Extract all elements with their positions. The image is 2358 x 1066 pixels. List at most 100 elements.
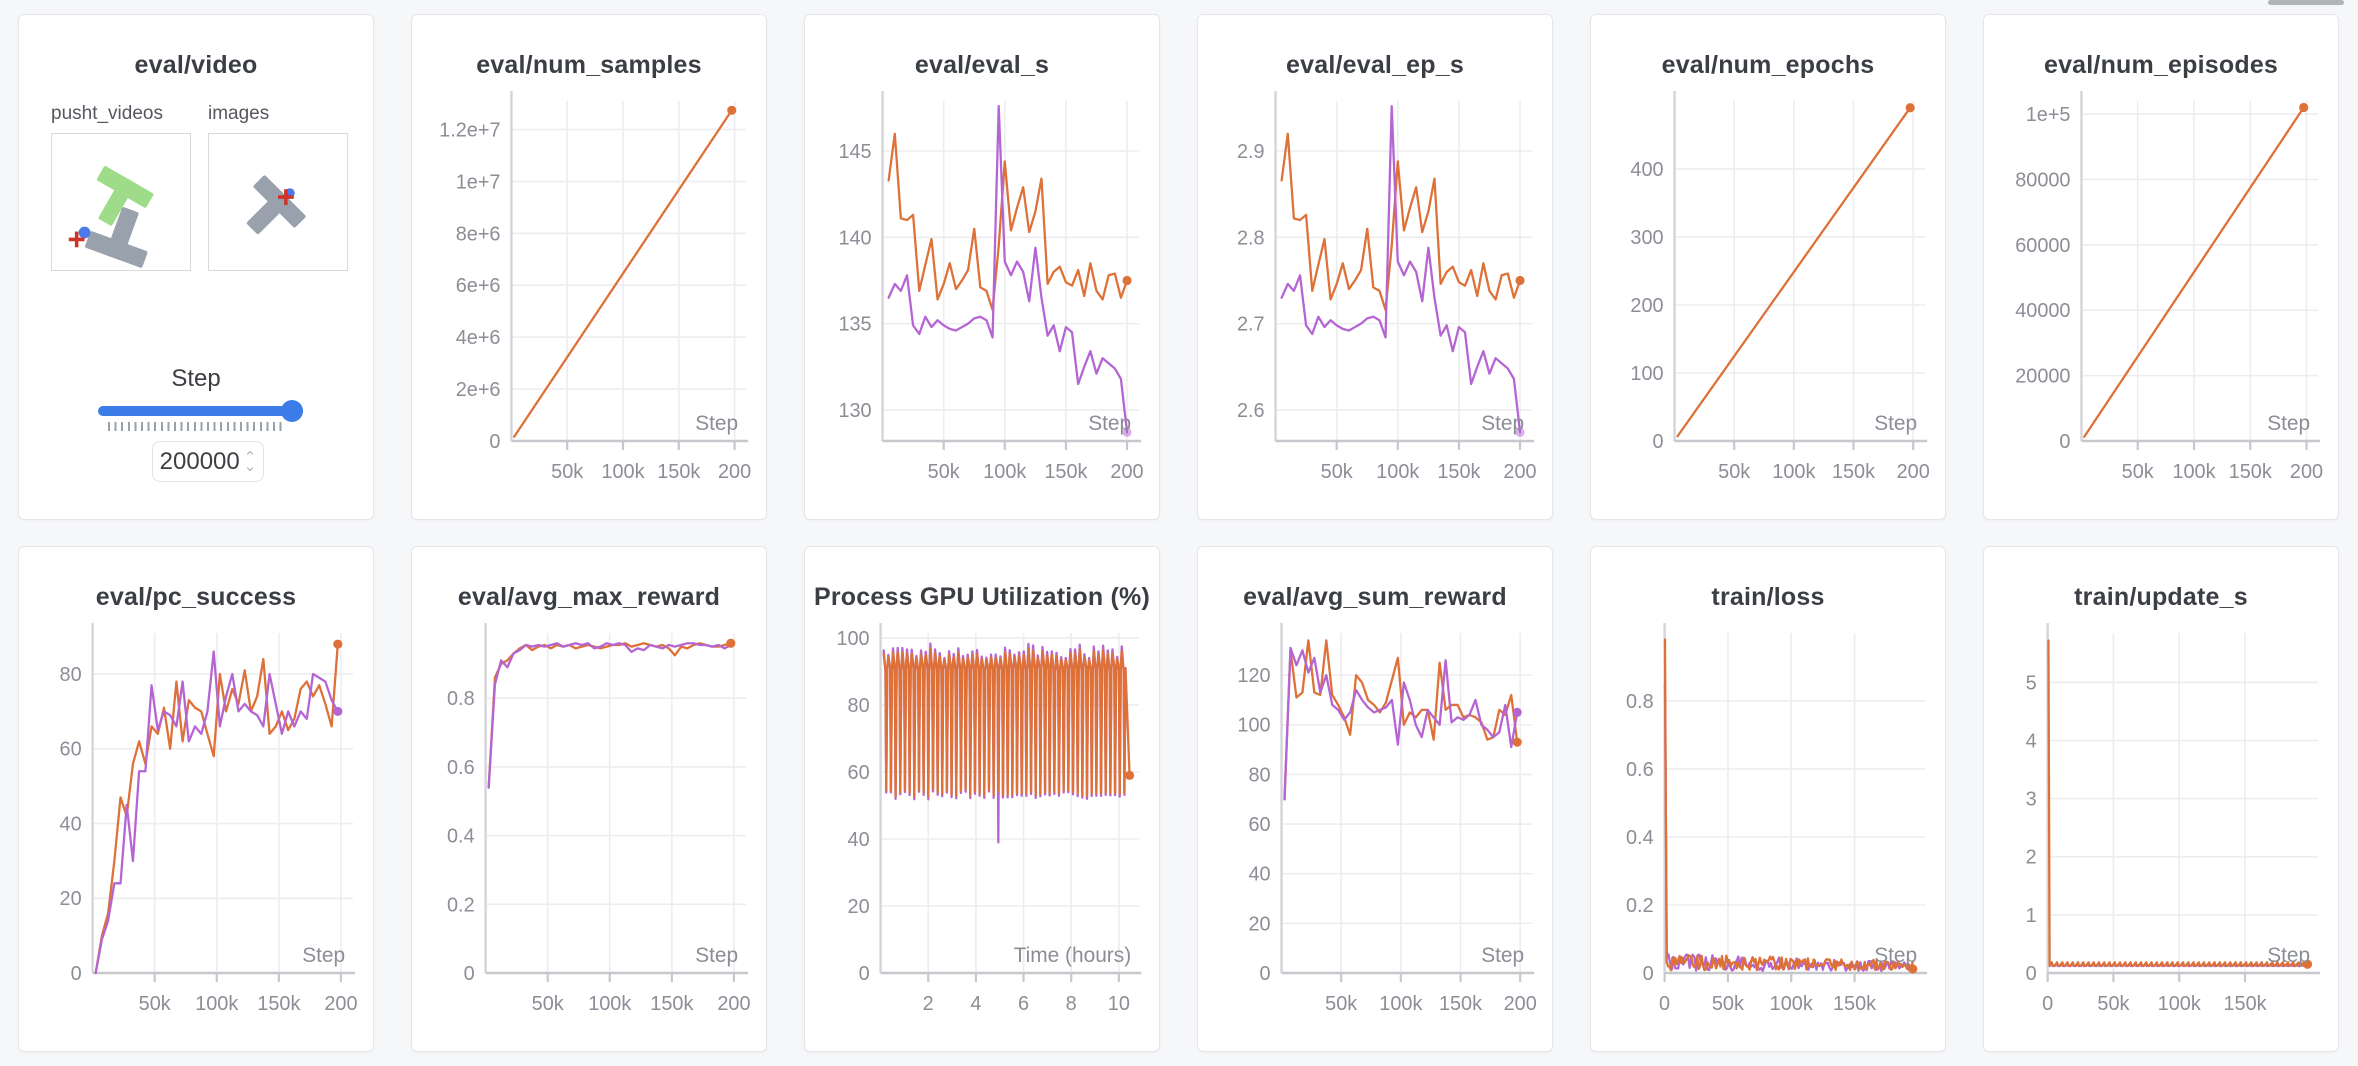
chart-title: train/loss <box>1711 583 1825 611</box>
svg-text:4: 4 <box>2026 730 2037 752</box>
series-endpoint-dot <box>1122 427 1132 437</box>
stepper-arrows[interactable]: ⌃ ⌄ <box>243 448 257 475</box>
axes <box>510 90 749 450</box>
svg-text:0: 0 <box>1659 993 1670 1015</box>
x-axis-label: Step <box>1874 412 1917 435</box>
images-scene-image <box>246 175 306 235</box>
axes <box>881 90 1142 450</box>
series-endpoint-dot <box>2302 959 2313 969</box>
chart-canvas[interactable]: 0 20 40 60 80 100 120 50k 100k 150k 200 Step <box>1198 547 1552 1051</box>
tick-labels: 0 20 40 60 80 100 120 50k 100k 150k 200 <box>1237 665 1536 1015</box>
chart-title: eval/eval_ep_s <box>1286 51 1464 79</box>
step-input[interactable]: 200000 ⌃ ⌄ <box>152 441 264 482</box>
series-endpoint-dot <box>726 638 736 648</box>
tick-labels: 130 135 140 145 50k 100k 150k 200 <box>838 141 1143 483</box>
chart-canvas[interactable]: 0 20000 40000 60000 80000 1e+5 50k 100k 150k 200 S… <box>1984 15 2338 519</box>
scrollbar-thumb[interactable] <box>2268 0 2344 5</box>
svg-text:100: 100 <box>1630 363 1663 385</box>
svg-text:200: 200 <box>717 993 750 1015</box>
chart-canvas[interactable]: 0 20 40 60 80 50k 100k 150k 200 Step <box>19 547 373 1051</box>
series-line-orange <box>487 642 732 789</box>
svg-text:0.4: 0.4 <box>447 826 475 848</box>
step-slider-handle[interactable] <box>281 400 303 422</box>
svg-text:40: 40 <box>848 829 870 851</box>
axes <box>1673 90 1928 450</box>
axes <box>879 622 1142 982</box>
svg-text:150k: 150k <box>1833 993 1876 1015</box>
svg-text:60: 60 <box>1248 814 1270 836</box>
series-endpoint-dot <box>2299 102 2309 113</box>
gridlines <box>2046 632 2319 974</box>
x-axis-label: Step <box>1481 944 1524 967</box>
chart-canvas[interactable]: 0 20 40 60 80 100 2 4 6 8 10 Time (hours) <box>805 547 1159 1051</box>
svg-text:80: 80 <box>848 695 870 717</box>
chart-canvas[interactable]: 130 135 140 145 50k 100k 150k 200 Step <box>805 15 1159 519</box>
chart-canvas[interactable]: 0 0.2 0.4 0.6 0.8 0 50k 100k 150k Step <box>1591 547 1945 1051</box>
chart-title: eval/num_episodes <box>2043 51 2279 79</box>
svg-text:50k: 50k <box>2097 993 2129 1015</box>
svg-text:0.6: 0.6 <box>447 757 475 779</box>
series-endpoint-dot <box>333 639 343 649</box>
step-input-value: 200000 <box>159 447 240 475</box>
video-thumbnail-images[interactable] <box>208 133 348 271</box>
agent-dot <box>78 226 91 239</box>
axes <box>1280 622 1535 982</box>
step-slider[interactable] <box>98 406 303 416</box>
svg-text:0: 0 <box>2042 993 2053 1015</box>
panel-eval-eval-ep-s: eval/eval_ep_s 2.6 2.7 2.8 2.9 50k 100k 150k 20… <box>1197 14 1553 520</box>
svg-text:10: 10 <box>1108 993 1130 1015</box>
svg-text:100k: 100k <box>2158 993 2201 1015</box>
svg-text:50k: 50k <box>1321 461 1353 483</box>
svg-text:150k: 150k <box>1437 461 1480 483</box>
chart-canvas[interactable]: 2.6 2.7 2.8 2.9 50k 100k 150k 200 Step <box>1198 15 1552 519</box>
chart-canvas[interactable]: 0 2e+6 4e+6 6e+6 8e+6 1e+7 1.2e+7 50k 100k 150k 20… <box>412 15 766 519</box>
svg-text:200: 200 <box>718 461 751 483</box>
panel-eval-num-episodes: eval/num_episodes 0 20000 40000 60000 80000 1… <box>1983 14 2339 520</box>
svg-text:4e+6: 4e+6 <box>456 327 501 349</box>
series-endpoint-dot <box>1124 770 1135 780</box>
panel-eval-avg-max-reward: eval/avg_max_reward 0 0.2 0.4 0.6 0.8 50k 100k… <box>411 546 767 1052</box>
svg-text:150k: 150k <box>1832 461 1875 483</box>
svg-text:1: 1 <box>2026 905 2037 927</box>
goal-cross-icon <box>278 189 294 205</box>
svg-text:80: 80 <box>60 664 82 686</box>
svg-text:40: 40 <box>60 813 82 835</box>
tick-labels: 2.6 2.7 2.8 2.9 50k 100k 150k 200 <box>1237 141 1537 483</box>
svg-text:140: 140 <box>838 227 871 249</box>
axes <box>484 622 749 982</box>
svg-text:60: 60 <box>60 739 82 761</box>
svg-text:400: 400 <box>1630 159 1663 181</box>
tick-labels: 0 20 40 60 80 100 2 4 6 8 10 <box>836 628 1129 1015</box>
chart-canvas[interactable]: 0 1 2 3 4 5 0 50k 100k 150k Step <box>1984 547 2338 1051</box>
svg-text:8e+6: 8e+6 <box>456 223 501 245</box>
svg-text:145: 145 <box>838 141 871 163</box>
panel-eval-num-epochs: eval/num_epochs 0 100 200 300 400 50k 100k 150k… <box>1590 14 1946 520</box>
chart-canvas[interactable]: 0 0.2 0.4 0.6 0.8 50k 100k 150k 200 Step <box>412 547 766 1051</box>
chart-canvas[interactable]: 0 100 200 300 400 50k 100k 150k 200 Step <box>1591 15 1945 519</box>
video-thumbnail-pusht-videos[interactable] <box>51 133 191 271</box>
series-line-orange <box>882 647 1131 798</box>
series-endpoint-dot <box>1515 427 1525 437</box>
series-line-purple <box>1663 682 1911 973</box>
svg-text:4: 4 <box>970 993 981 1015</box>
x-axis-label: Step <box>2267 412 2310 435</box>
svg-text:100k: 100k <box>1379 993 1422 1015</box>
svg-text:50k: 50k <box>928 461 960 483</box>
step-up-icon[interactable]: ⌃ <box>243 448 257 466</box>
series-line-orange <box>94 643 339 975</box>
series-line-orange <box>887 132 1129 312</box>
svg-text:2: 2 <box>923 993 934 1015</box>
chart-title: eval/pc_success <box>95 583 297 611</box>
svg-text:100k: 100k <box>2172 461 2215 483</box>
step-down-icon[interactable]: ⌄ <box>243 457 257 475</box>
tick-labels: 0 0.2 0.4 0.6 0.8 0 50k 100k 150k <box>1626 691 1876 1015</box>
chart-title: train/update_s <box>2074 583 2248 611</box>
thumbnail-caption-images: images <box>208 103 270 124</box>
svg-text:0: 0 <box>1643 963 1654 985</box>
series-endpoint-dot <box>333 706 343 716</box>
svg-text:1e+5: 1e+5 <box>2026 104 2071 126</box>
series-line-orange <box>513 109 733 438</box>
gridlines <box>1674 100 1926 442</box>
svg-text:2.7: 2.7 <box>1237 314 1265 336</box>
svg-text:1e+7: 1e+7 <box>456 171 501 193</box>
